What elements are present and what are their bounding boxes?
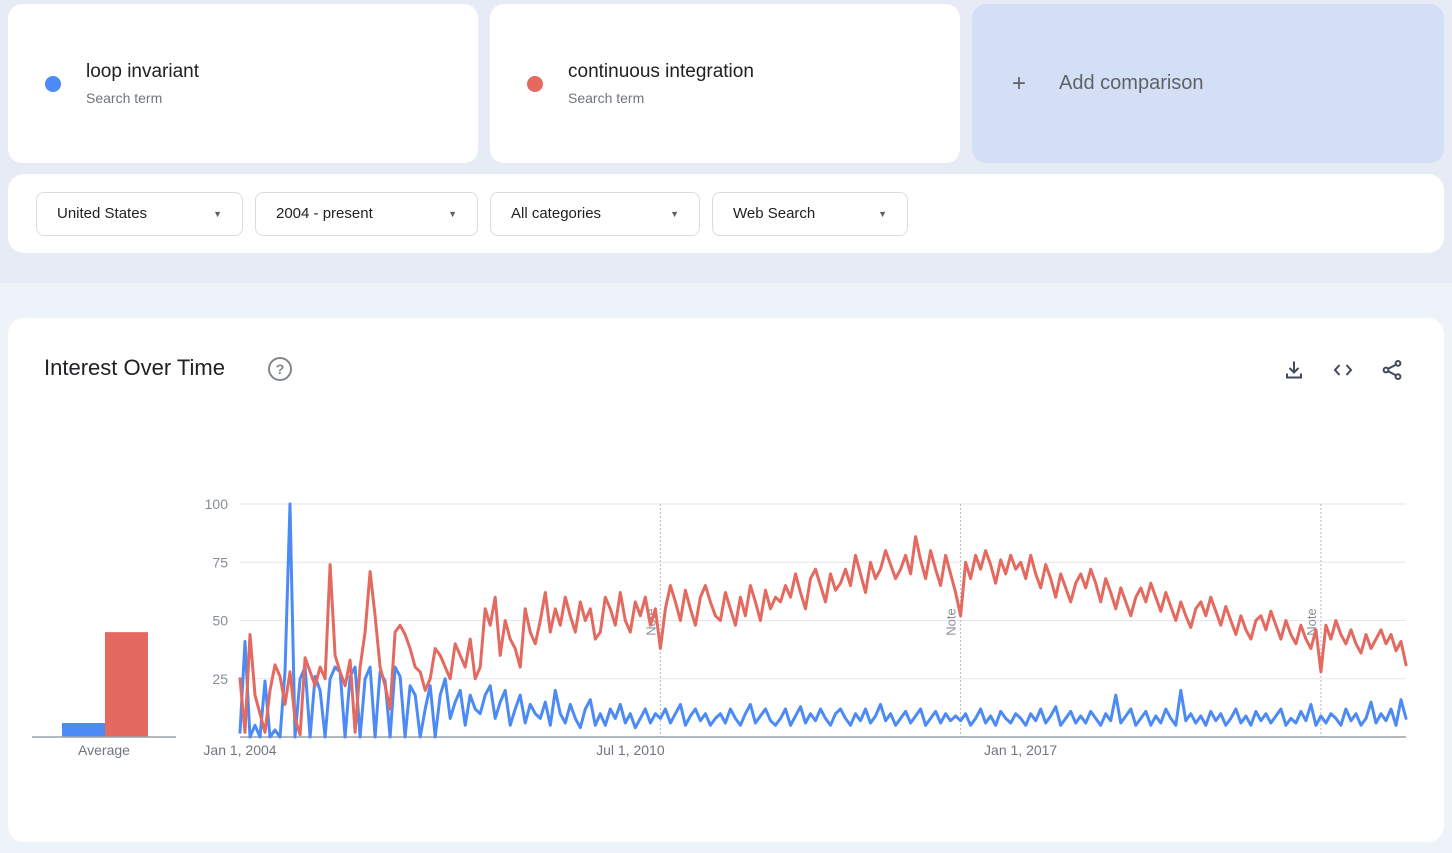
svg-text:75: 75 xyxy=(212,554,228,570)
term-type-label: Search term xyxy=(86,90,163,106)
svg-text:Jan 1, 2004: Jan 1, 2004 xyxy=(203,742,276,758)
svg-text:100: 100 xyxy=(205,496,229,512)
embed-code-icon[interactable] xyxy=(1331,358,1355,382)
search-term-card-2[interactable]: continuous integration Search term xyxy=(490,4,960,163)
help-icon[interactable]: ? xyxy=(268,357,292,381)
chevron-down-icon: ▼ xyxy=(448,208,457,219)
term-card-text: continuous integration Search term xyxy=(568,61,754,106)
series-color-dot-blue xyxy=(45,75,61,92)
category-filter-dropdown[interactable]: All categories ▼ xyxy=(490,191,700,236)
search-type-filter-dropdown[interactable]: Web Search ▼ xyxy=(712,191,908,236)
share-icon[interactable] xyxy=(1380,358,1404,382)
svg-text:Note: Note xyxy=(944,608,959,635)
svg-text:Average: Average xyxy=(78,742,130,758)
chevron-down-icon: ▼ xyxy=(670,208,679,219)
term-label: loop invariant xyxy=(86,61,200,82)
term-type-label: Search term xyxy=(568,90,645,106)
region-filter-dropdown[interactable]: United States ▼ xyxy=(36,191,243,236)
time-range-filter-value: 2004 - present xyxy=(276,205,373,222)
region-filter-value: United States xyxy=(57,205,148,222)
category-filter-value: All categories xyxy=(511,205,602,222)
chevron-down-icon: ▼ xyxy=(878,208,887,219)
svg-text:Jul 1, 2010: Jul 1, 2010 xyxy=(596,742,665,758)
add-comparison-label: Add comparison xyxy=(1059,72,1204,94)
chevron-down-icon: ▼ xyxy=(213,208,222,219)
term-label: continuous integration xyxy=(568,61,754,82)
filter-bar: United States ▼ 2004 - present ▼ All cat… xyxy=(8,174,1444,253)
download-icon[interactable] xyxy=(1282,358,1306,382)
term-card-text: loop invariant Search term xyxy=(86,61,199,106)
search-term-card-1[interactable]: loop invariant Search term xyxy=(8,4,478,163)
section-title: Interest Over Time xyxy=(44,355,225,380)
svg-text:50: 50 xyxy=(212,613,228,629)
svg-text:Jan 1, 2017: Jan 1, 2017 xyxy=(984,742,1057,758)
time-range-filter-dropdown[interactable]: 2004 - present ▼ xyxy=(255,191,478,236)
interest-over-time-panel: Interest Over Time ? 100 75 50 25 Note Note No xyxy=(8,318,1444,842)
chart-actions xyxy=(1282,358,1404,382)
add-comparison-button[interactable]: + Add comparison xyxy=(972,4,1444,163)
plus-icon: + xyxy=(1012,69,1027,97)
series-color-dot-red xyxy=(527,75,543,92)
svg-text:25: 25 xyxy=(212,671,228,687)
search-type-filter-value: Web Search xyxy=(733,205,816,222)
